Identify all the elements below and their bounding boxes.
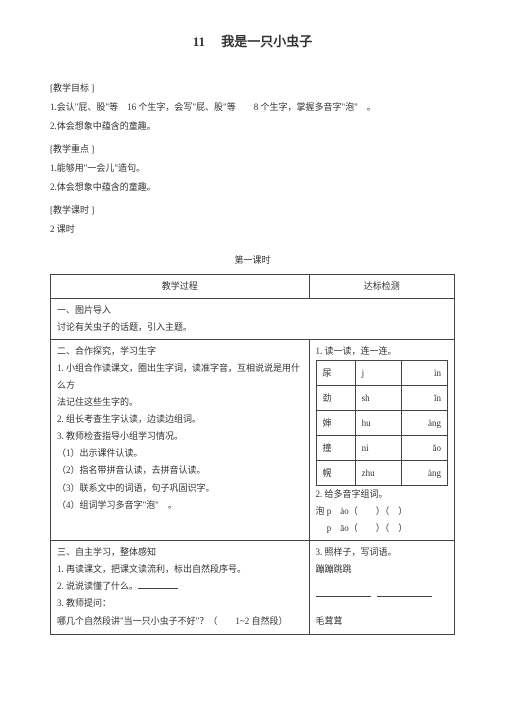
m12: ǐn (401, 385, 447, 410)
m11: sh (355, 385, 401, 410)
goal-2: 2.体会想象中蕴含的童趣。 (50, 118, 455, 135)
row2-right: 1. 读一读，连一连。 尿jìn 劲shǐn 婶huàng 撞niǎo 幌zhu… (309, 339, 454, 540)
row3-right: 3. 照样子，写词语。 蹦蹦跳跳 毛茸茸 (309, 541, 454, 634)
lesson-subtitle: 第一课时 (50, 252, 455, 269)
r2l0: 二、合作探究，学习生字 (57, 343, 303, 360)
blank-a (316, 587, 371, 597)
blank-1 (138, 579, 178, 589)
period-line: 2 课时 (50, 221, 455, 238)
r3r-blanks1 (316, 586, 448, 603)
goal-1: 1.会认"屁、股"等 16 个生字，会写"屁、股"等 8 个生字，掌握多音字"泡… (50, 99, 455, 116)
r3l2t: 2. 说说读懂了什么。 (57, 581, 138, 591)
m22: àng (401, 410, 447, 435)
poly2: p āo（ ）（ ） (316, 520, 448, 537)
th-process: 教学过程 (51, 274, 310, 298)
r1l0: 一、图片导入 (57, 302, 448, 319)
r2l3: 2. 组长考查生字认读，边读边组词。 (57, 411, 303, 428)
row3-left: 三、自主学习，整体感知 1. 再读课文，把课文读流利，标出自然段序号。 2. 说… (51, 541, 310, 634)
page-title: 11 我是一只小虫子 (50, 30, 455, 55)
match-table: 尿jìn 劲shǐn 婶huàng 撞niǎo 幌zhuàng (316, 360, 448, 486)
m41: zhu (355, 460, 401, 485)
th-check: 达标检测 (309, 274, 454, 298)
r3l3: 3. 教师提问： (57, 595, 303, 612)
row2-left: 二、合作探究，学习生字 1. 小组合作读课文，圈出生字词，读准字音，互相说说是用… (51, 339, 310, 540)
r2l1: 1. 小组合作读课文，圈出生字词，读准字音，互相说说是用什么方 (57, 360, 303, 394)
r2r-head: 1. 读一读，连一连。 (316, 343, 448, 360)
r2r-poly: 2. 给多音字组词。 (316, 486, 448, 503)
m31: ni (355, 435, 401, 460)
m01: j (355, 360, 401, 385)
focus-1: 1.能够用"一会儿"造句。 (50, 160, 455, 177)
m00: 尿 (316, 360, 355, 385)
m32: ǎo (401, 435, 447, 460)
m30: 撞 (316, 435, 355, 460)
r2l8: （4）组词学习多音字"泡" 。 (57, 497, 303, 514)
r3r-head: 3. 照样子，写词语。 (316, 544, 448, 561)
m10: 劲 (316, 385, 355, 410)
r3r-last: 毛茸茸 (316, 613, 448, 630)
r2l2: 法记住这些生字的。 (57, 394, 303, 411)
r3r-ex: 蹦蹦跳跳 (316, 561, 448, 578)
focus-2: 2.体会想象中蕴含的童趣。 (50, 179, 455, 196)
blank-b (377, 587, 432, 597)
m21: hu (355, 410, 401, 435)
r3l4: 哪几个自然段讲"当一只小虫子不好"？（ 1~2 自然段） (57, 613, 303, 630)
m20: 婶 (316, 410, 355, 435)
r1l1: 讨论有关虫子的话题，引入主题。 (57, 319, 448, 336)
r2l6: （2）指名带拼音认读，去拼音认读。 (57, 462, 303, 479)
row1-left: 一、图片导入 讨论有关虫子的话题，引入主题。 (51, 298, 455, 339)
m42: àng (401, 460, 447, 485)
r3l2: 2. 说说读懂了什么。 (57, 578, 303, 595)
r3l1: 1. 再读课文，把课文读流利，标出自然段序号。 (57, 561, 303, 578)
poly1: 泡 p ào（ ）（ ） (316, 503, 448, 520)
period-head: [教学课时 ] (50, 202, 455, 219)
r2l7: （3）联系文中的词语，句子巩固识字。 (57, 480, 303, 497)
r2l4: 3. 教师检查指导小组学习情况。 (57, 428, 303, 445)
lesson-table: 教学过程 达标检测 一、图片导入 讨论有关虫子的话题，引入主题。 二、合作探究，… (50, 274, 455, 635)
r2l5: （1）出示课件认读。 (57, 445, 303, 462)
goals-head: [教学目标 ] (50, 80, 455, 97)
m02: ìn (401, 360, 447, 385)
focus-head: [教学重点 ] (50, 141, 455, 158)
r3l0: 三、自主学习，整体感知 (57, 544, 303, 561)
m40: 幌 (316, 460, 355, 485)
